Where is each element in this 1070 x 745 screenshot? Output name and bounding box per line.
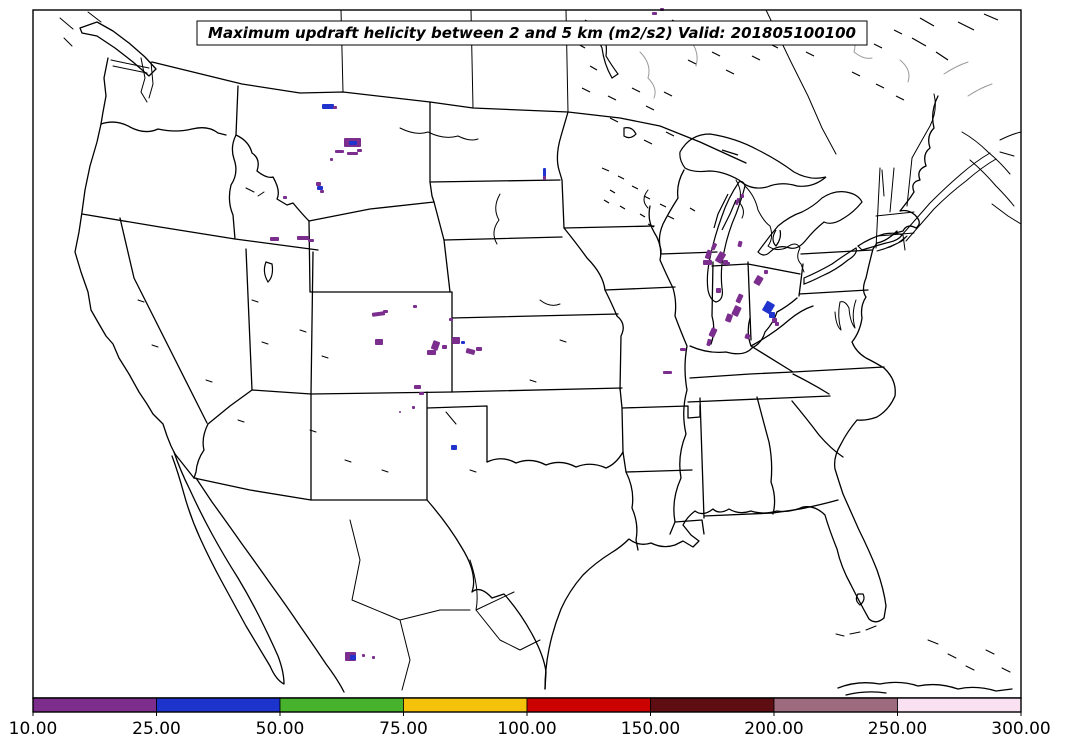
helicity-patch xyxy=(708,327,718,338)
helicity-patch xyxy=(350,655,356,660)
state-borders xyxy=(81,85,915,690)
title-box: Maximum updraft helicity between 2 and 5… xyxy=(196,20,868,46)
colorbar: 10.00 25.00 50.00 75.00 100.00 150.00 200.00 25… xyxy=(9,697,1051,739)
helicity-patch xyxy=(297,236,309,240)
helicity-patch xyxy=(412,406,415,409)
colorbar-segment xyxy=(279,697,404,713)
helicity-patch xyxy=(680,348,686,351)
helicity-patch xyxy=(461,341,465,344)
great-lakes xyxy=(679,133,997,303)
helicity-patch xyxy=(543,168,546,177)
helicity-patch xyxy=(414,385,421,389)
colorbar-segment xyxy=(32,697,157,713)
helicity-patch xyxy=(383,310,388,313)
colorbar-segment xyxy=(156,697,281,713)
helicity-patch xyxy=(442,345,447,349)
helicity-patch xyxy=(764,270,768,274)
helicity-patch xyxy=(449,318,453,321)
helicity-patch xyxy=(335,150,344,153)
helicity-patch xyxy=(452,337,460,344)
helicity-patch xyxy=(371,311,386,317)
helicity-patch xyxy=(744,333,751,340)
colorbar-segment xyxy=(403,697,528,713)
helicity-patch xyxy=(322,104,334,109)
helicity-patch xyxy=(375,339,383,345)
colorbar-tick-label: 100.00 xyxy=(497,719,556,739)
helicity-patch xyxy=(762,300,775,315)
helicity-patch xyxy=(715,251,726,264)
helicity-patch xyxy=(753,275,764,286)
colorbar-tick-label: 75.00 xyxy=(379,719,428,739)
helicity-patch xyxy=(283,196,287,199)
helicity-patch xyxy=(772,318,777,323)
colorbar-tick-label: 25.00 xyxy=(132,719,181,739)
helicity-patch xyxy=(349,141,357,145)
helicity-patch xyxy=(543,176,546,180)
helicity-patch xyxy=(706,338,712,347)
helicity-patch xyxy=(427,350,436,355)
helicity-patch xyxy=(399,411,401,413)
helicity-patch xyxy=(316,182,321,186)
colorbar-tick-label: 50.00 xyxy=(256,719,305,739)
colorbar-tick-label: 150.00 xyxy=(621,719,680,739)
helicity-patch xyxy=(727,262,730,265)
helicity-patch xyxy=(465,348,476,355)
helicity-patch xyxy=(663,371,672,374)
colorbar-tick-label: 10.00 xyxy=(9,719,58,739)
coastlines xyxy=(59,11,1022,696)
helicity-patch xyxy=(419,392,424,395)
helicity-patch xyxy=(476,347,482,351)
helicity-patch xyxy=(716,288,721,293)
helicity-patch xyxy=(362,654,365,657)
helicity-patch xyxy=(330,158,333,161)
helicity-patches xyxy=(270,8,779,661)
helicity-patch xyxy=(737,240,743,248)
colorbar-segment xyxy=(526,697,651,713)
helicity-patch xyxy=(270,237,279,241)
helicity-patch xyxy=(413,305,417,308)
helicity-patch xyxy=(704,249,713,260)
helicity-patch xyxy=(741,194,744,198)
colorbar-segment xyxy=(650,697,775,713)
rivers-small-lakes xyxy=(137,127,649,473)
helicity-patch xyxy=(347,152,358,155)
helicity-patch xyxy=(775,322,779,326)
helicity-patch xyxy=(317,186,323,190)
helicity-patch xyxy=(320,190,324,193)
helicity-patch xyxy=(731,305,742,317)
colorbar-tick-label: 250.00 xyxy=(868,719,927,739)
helicity-patch xyxy=(372,656,375,659)
helicity-patch xyxy=(725,313,733,323)
colorbar-tick-label: 300.00 xyxy=(991,719,1050,739)
colorbar-segment xyxy=(773,697,898,713)
plot-title: Maximum updraft helicity between 2 and 5… xyxy=(208,24,856,42)
plot-frame xyxy=(32,9,1022,699)
helicity-patch xyxy=(769,312,775,318)
helicity-patch xyxy=(333,106,337,109)
helicity-patch xyxy=(430,340,441,351)
helicity-patch xyxy=(357,149,362,152)
helicity-patch xyxy=(308,239,314,242)
helicity-patch xyxy=(735,293,744,304)
helicity-patch xyxy=(451,445,457,450)
helicity-patch xyxy=(723,260,728,265)
helicity-patch xyxy=(703,260,712,265)
helicity-patch xyxy=(652,12,657,15)
colorbar-tick-label: 200.00 xyxy=(744,719,803,739)
colorbar-segment xyxy=(897,697,1022,713)
helicity-patch xyxy=(735,197,740,206)
helicity-patch xyxy=(711,242,717,251)
